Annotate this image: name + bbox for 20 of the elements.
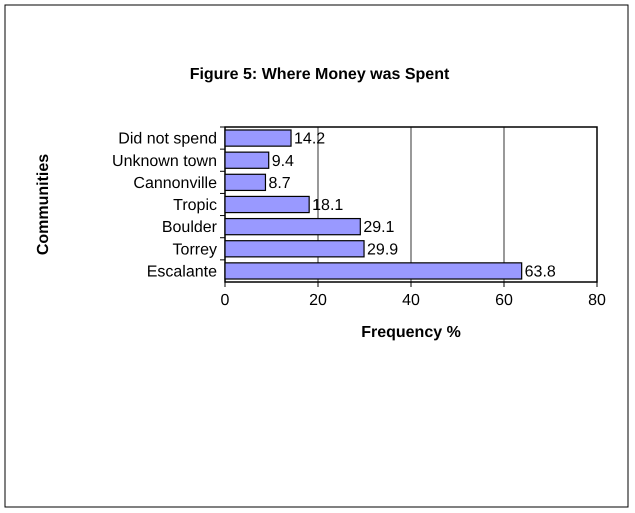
y-tick-label: Torrey <box>172 241 217 258</box>
y-tick-label: Cannonville <box>133 174 218 192</box>
x-tick-label: 60 <box>495 292 513 309</box>
chart-title: Figure 5: Where Money was Spent <box>190 66 450 83</box>
data-label: 29.9 <box>367 241 398 258</box>
x-tick-label: 80 <box>588 292 606 309</box>
x-tick-label: 40 <box>402 292 420 309</box>
x-tick-label: 0 <box>220 292 230 309</box>
y-tick-label: Did not spend <box>118 130 217 148</box>
data-label: 9.4 <box>272 152 294 170</box>
y-tick-label: Tropic <box>173 197 217 214</box>
data-label: 29.1 <box>363 219 395 236</box>
y-tick-label: Boulder <box>162 219 218 236</box>
y-axis-title: Communities <box>35 154 52 256</box>
x-tick-label: 20 <box>309 292 327 309</box>
data-label: 63.8 <box>524 264 556 281</box>
x-axis-title: Frequency % <box>361 324 461 341</box>
y-tick-label: Escalante <box>146 264 218 281</box>
data-label: 8.7 <box>268 174 291 192</box>
y-tick-label: Unknown town <box>112 152 217 170</box>
